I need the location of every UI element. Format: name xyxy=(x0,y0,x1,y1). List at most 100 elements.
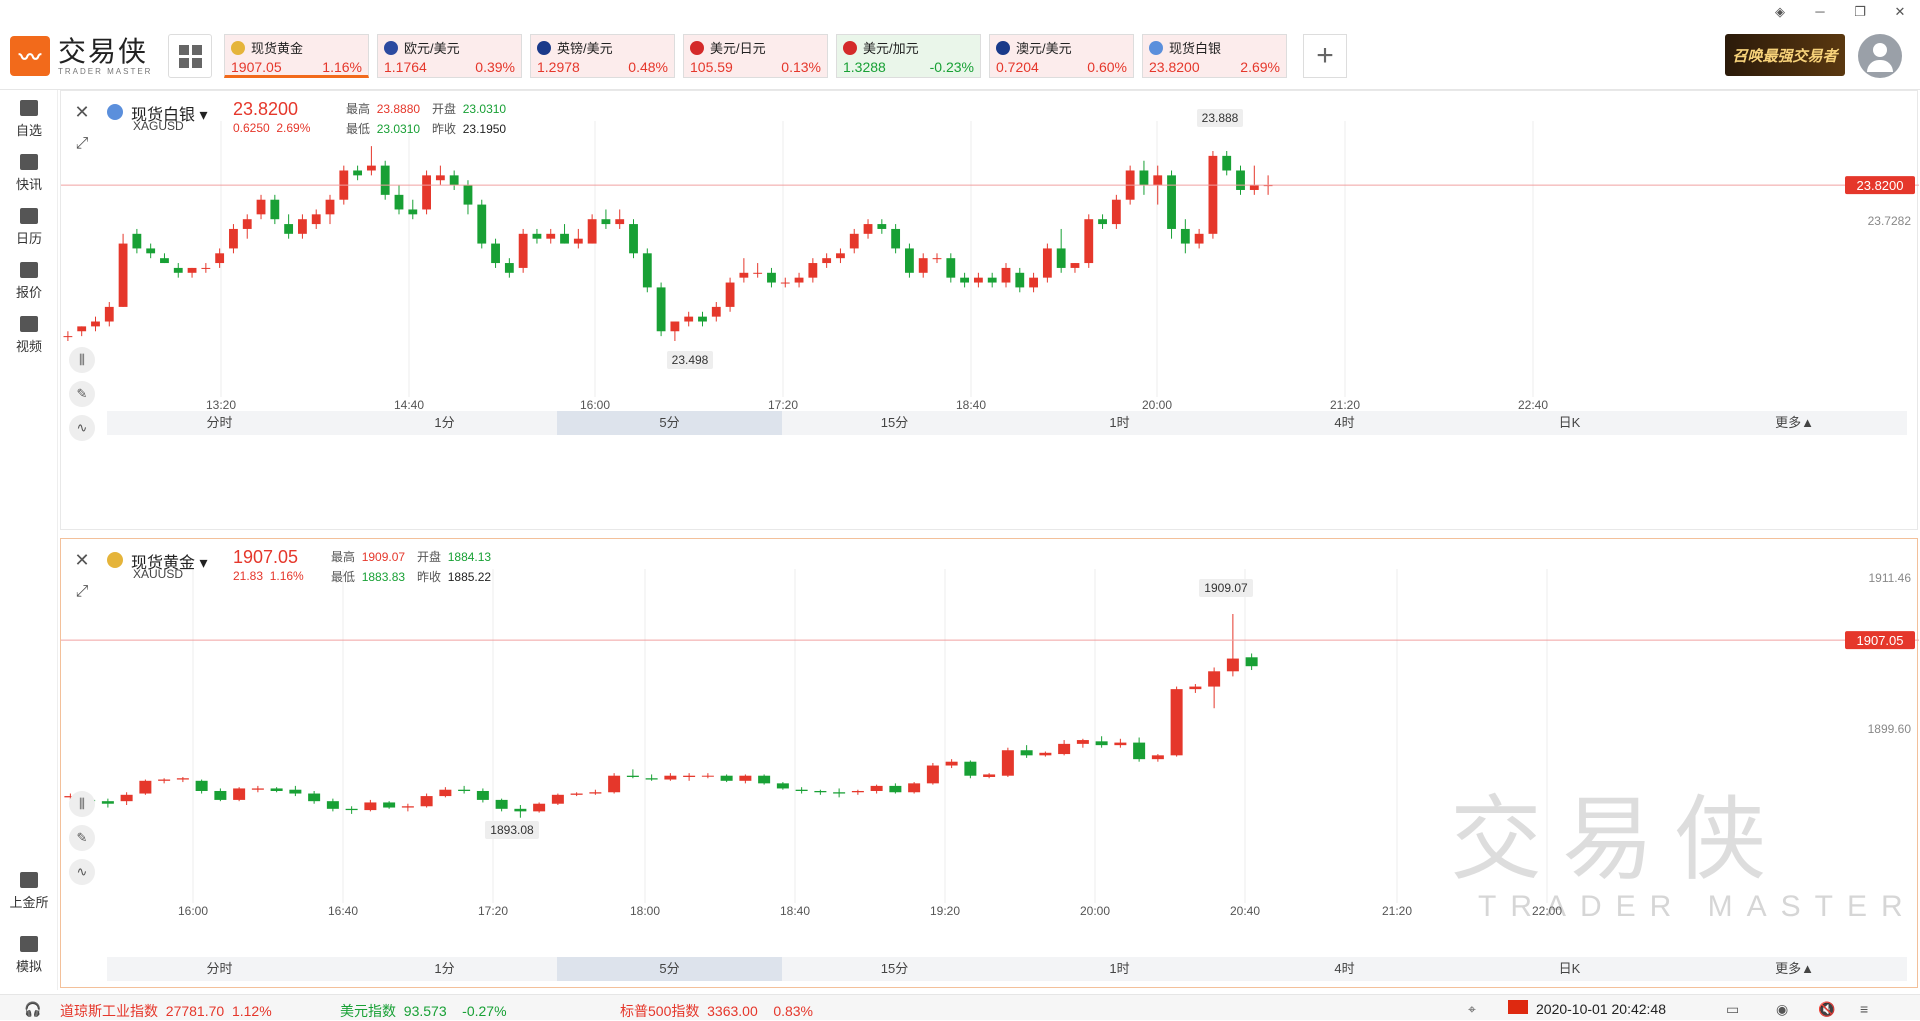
maximize-icon[interactable]: ❐ xyxy=(1854,4,1866,19)
candle xyxy=(1139,170,1149,186)
layout-grid-button[interactable] xyxy=(168,34,212,78)
candle-type-icon[interactable]: ⫼ xyxy=(69,791,95,817)
quote-tab-2[interactable]: 英镑/美元 1.2978 0.48% xyxy=(530,34,675,78)
candle xyxy=(77,326,87,332)
silver-candlestick-chart[interactable]: 13:20 14:40 16:00 17:20 18:40 20:00 21:20 22:40… xyxy=(61,91,1919,531)
indicator-icon[interactable]: ∿ xyxy=(69,859,95,885)
time-label: 21:20 xyxy=(1382,904,1412,918)
candle xyxy=(439,789,452,797)
quote-tab-1[interactable]: 欧元/美元 1.1764 0.39% xyxy=(377,34,522,78)
candle-type-icon[interactable]: ⫼ xyxy=(69,347,95,373)
candle xyxy=(215,253,225,264)
ticker-dow[interactable]: 道琼斯工业指数 27781.70 1.12% xyxy=(60,1003,272,1019)
candle xyxy=(908,783,921,793)
window-controls: ◈ ─ ❐ ✕ xyxy=(1770,4,1910,20)
period-4[interactable]: 1时 xyxy=(1109,415,1130,430)
expand-icon[interactable]: ⤢ xyxy=(75,135,89,152)
sidebar-item-calendar[interactable]: 日历 xyxy=(0,208,58,247)
symbol-selector[interactable]: 现货白银 ▾ xyxy=(131,107,208,124)
candle xyxy=(311,214,321,225)
period-0[interactable]: 分时 xyxy=(206,961,233,976)
camera-icon[interactable]: ◉ xyxy=(1776,1001,1789,1017)
period-5[interactable]: 4时 xyxy=(1334,415,1355,430)
mute-icon[interactable]: 🔇 xyxy=(1818,1001,1836,1017)
candle xyxy=(63,336,73,338)
period-6[interactable]: 日K xyxy=(1558,961,1581,976)
candle xyxy=(1020,750,1033,756)
quote-tab-6[interactable]: 现货白银 23.8200 2.69% xyxy=(1142,34,1287,78)
candle xyxy=(814,790,827,793)
ticker-usd[interactable]: 美元指数 93.573 -0.27% xyxy=(340,1003,507,1019)
pen-icon[interactable]: ✎ xyxy=(69,825,95,851)
add-quote-button[interactable]: + xyxy=(1303,34,1347,78)
close-panel-icon[interactable]: ✕ xyxy=(74,550,90,570)
ticker-sp500[interactable]: 标普500指数 3363.00 0.83% xyxy=(620,1003,814,1019)
period-2[interactable]: 5分 xyxy=(557,957,782,981)
close-icon[interactable]: ✕ xyxy=(1894,4,1906,19)
period-5[interactable]: 4时 xyxy=(1334,961,1355,976)
candle xyxy=(711,306,721,317)
candle xyxy=(176,778,189,780)
pen-icon[interactable]: ✎ xyxy=(69,381,95,407)
gold-candlestick-chart[interactable]: 16:00 16:40 17:20 18:00 18:40 19:20 20:00 20:40… xyxy=(61,539,1919,989)
sidebar-item-video[interactable]: 视频 xyxy=(0,316,58,355)
candle xyxy=(289,789,302,794)
quote-name: 英镑/美元 xyxy=(537,38,668,57)
period-0[interactable]: 分时 xyxy=(206,415,233,430)
quote-price: 105.59 xyxy=(690,59,733,75)
price-stats: 最高 23.8880 开盘 23.0310 最低 23.0310 昨收 23.1… xyxy=(346,102,507,136)
quote-tab-5[interactable]: 澳元/美元 0.7204 0.60% xyxy=(989,34,1134,78)
candle xyxy=(945,761,958,766)
minimize-icon[interactable]: ─ xyxy=(1815,4,1825,19)
sidebar-item-watchlist[interactable]: 自选 xyxy=(0,100,58,139)
promo-banner[interactable]: 召唤最强交易者 xyxy=(1725,34,1845,76)
min-label: 1893.08 xyxy=(490,823,534,837)
time-label: 18:00 xyxy=(630,904,660,918)
candle xyxy=(394,194,404,210)
period-4[interactable]: 1时 xyxy=(1109,961,1130,976)
symbol-selector[interactable]: 现货黄金 ▾ xyxy=(131,555,208,572)
clock-datetime: 2020-10-01 20:42:48 xyxy=(1536,1001,1666,1017)
period-7[interactable]: 更多▲ xyxy=(1775,961,1814,976)
gold-chart-panel[interactable]: 16:00 16:40 17:20 18:00 18:40 19:20 20:00 20:40… xyxy=(60,538,1919,989)
quote-change: 0.60% xyxy=(1087,59,1127,75)
candle xyxy=(1029,277,1038,288)
axis-label: 23.7282 xyxy=(1868,214,1912,228)
flag-icon xyxy=(231,40,245,55)
headset-icon[interactable]: 🎧 xyxy=(24,1001,42,1017)
silver-chart-panel[interactable]: 13:20 14:40 16:00 17:20 18:40 20:00 21:20 22:40… xyxy=(60,90,1919,531)
period-6[interactable]: 日K xyxy=(1558,415,1581,430)
period-1[interactable]: 1分 xyxy=(434,415,455,430)
period-3[interactable]: 15分 xyxy=(880,961,909,976)
period-3[interactable]: 15分 xyxy=(880,415,909,430)
period-2[interactable]: 5分 xyxy=(557,411,782,435)
indicator-icon[interactable]: ∿ xyxy=(69,415,95,441)
candle xyxy=(683,775,696,777)
quote-tab-4[interactable]: 美元/加元 1.3288 -0.23% xyxy=(836,34,981,78)
app-logo: 〰 交易侠 TRADER MASTER xyxy=(10,36,152,76)
close-panel-icon[interactable]: ✕ xyxy=(74,102,90,122)
period-7[interactable]: 更多▲ xyxy=(1775,415,1814,430)
candle xyxy=(851,790,864,793)
candle xyxy=(422,175,431,210)
period-1[interactable]: 1分 xyxy=(434,961,455,976)
sidebar-item-simulate[interactable]: 模拟 xyxy=(0,936,58,975)
window-icon[interactable]: ▭ xyxy=(1726,1001,1740,1017)
quote-tab-0[interactable]: 现货黄金 1907.05 1.16% xyxy=(224,34,369,78)
quote-tab-3[interactable]: 美元/日元 105.59 0.13% xyxy=(683,34,828,78)
sidebar-item-quotes[interactable]: 报价 xyxy=(0,262,58,301)
sidebar-item-news[interactable]: 快讯 xyxy=(0,154,58,193)
candle xyxy=(833,792,846,794)
candle xyxy=(932,258,942,260)
user-avatar[interactable] xyxy=(1858,34,1902,78)
sidebar-item-sge[interactable]: 上金所 xyxy=(0,872,58,911)
quote-price: 1907.05 xyxy=(231,59,282,75)
skin-icon[interactable]: ◈ xyxy=(1775,4,1785,19)
drawing-tools: ⫼ ✎ ∿ xyxy=(69,347,97,449)
candle xyxy=(836,253,845,259)
candle xyxy=(160,258,169,264)
candle xyxy=(435,175,445,181)
expand-icon[interactable]: ⤢ xyxy=(75,583,89,600)
menu-icon[interactable]: ≡ xyxy=(1860,1001,1869,1017)
pin-icon[interactable]: ⌖ xyxy=(1468,1001,1476,1017)
